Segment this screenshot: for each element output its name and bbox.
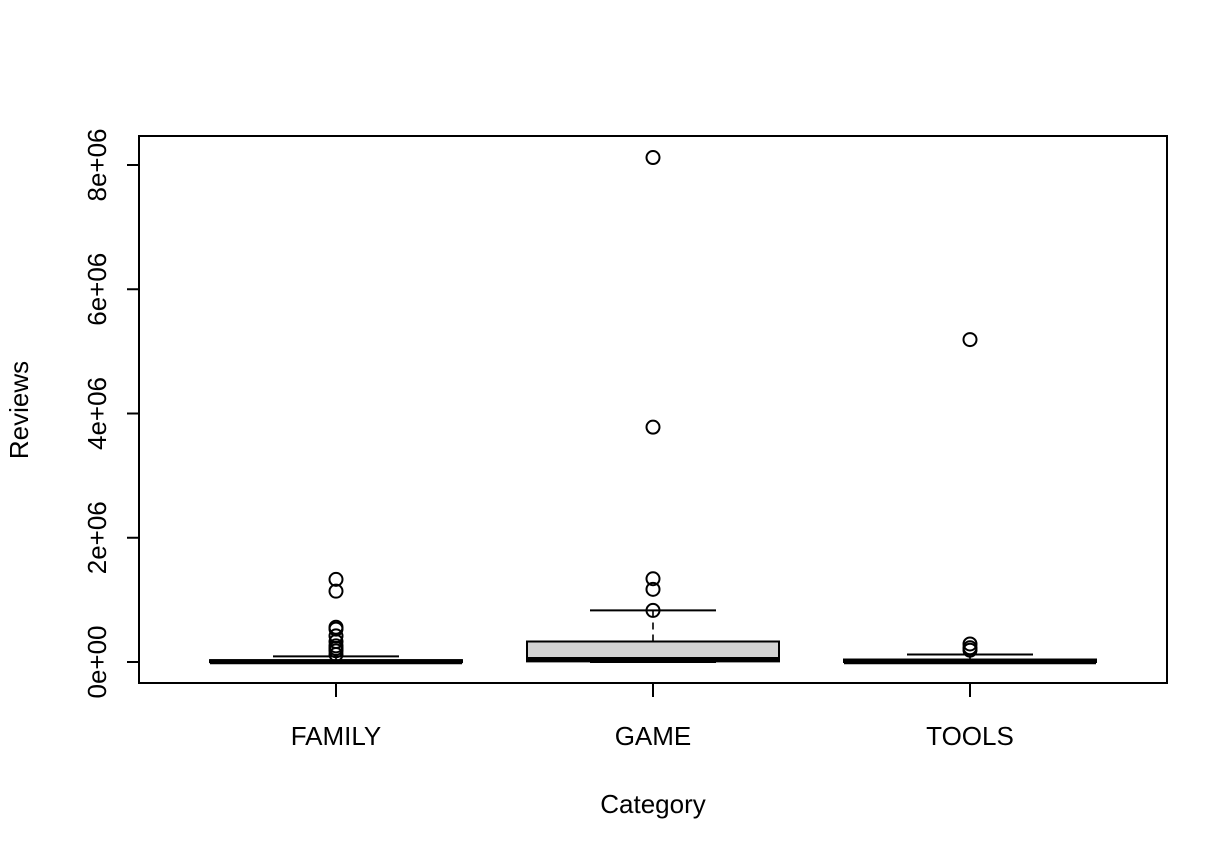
outlier-point bbox=[328, 619, 344, 635]
x-tick-label: GAME bbox=[615, 721, 692, 751]
x-axis: FAMILY GAME TOOLS bbox=[291, 683, 1014, 751]
y-axis-title: Reviews bbox=[4, 361, 34, 459]
outlier-point bbox=[962, 332, 978, 348]
y-tick-label: 6e+06 bbox=[82, 253, 112, 326]
outlier-point bbox=[328, 583, 344, 599]
y-axis: 0e+00 2e+06 4e+06 6e+06 8e+06 bbox=[82, 128, 140, 699]
x-tick-label: TOOLS bbox=[926, 721, 1014, 751]
y-tick-label: 8e+06 bbox=[82, 128, 112, 201]
box-tools bbox=[843, 332, 1097, 665]
y-tick-label: 0e+00 bbox=[82, 625, 112, 698]
outlier-point bbox=[328, 571, 344, 587]
y-tick-label: 4e+06 bbox=[82, 377, 112, 450]
outlier-point bbox=[645, 581, 661, 597]
outlier-point bbox=[328, 628, 344, 644]
outlier-point bbox=[645, 602, 661, 618]
plot-frame bbox=[138, 135, 1168, 684]
outlier-point bbox=[328, 638, 344, 654]
x-tick-label: FAMILY bbox=[291, 721, 382, 751]
box-game bbox=[526, 150, 780, 663]
boxes-group bbox=[209, 150, 1097, 665]
outlier-point bbox=[645, 419, 661, 435]
x-axis-title: Category bbox=[600, 789, 706, 819]
outlier-point bbox=[645, 571, 661, 587]
outlier-point bbox=[962, 636, 978, 652]
box-family bbox=[209, 571, 463, 665]
y-tick-label: 2e+06 bbox=[82, 501, 112, 574]
outlier-point bbox=[645, 150, 661, 166]
